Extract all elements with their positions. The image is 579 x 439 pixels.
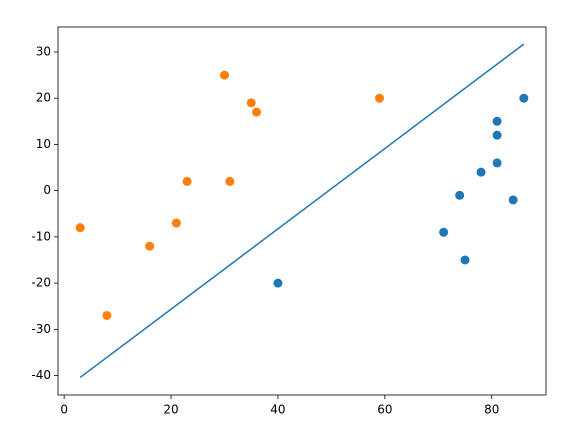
plot-area: [57, 26, 547, 396]
y-tick-label: 0: [43, 183, 51, 197]
x-tick-label: 80: [484, 403, 499, 417]
point: [492, 130, 502, 140]
x-tick-label: 40: [270, 403, 285, 417]
point: [219, 70, 229, 80]
point: [476, 167, 486, 177]
point: [460, 255, 470, 265]
y-tick-label: -20: [31, 276, 51, 290]
y-tick-label: -30: [31, 322, 51, 336]
point: [439, 227, 449, 237]
point: [145, 241, 155, 251]
point: [273, 278, 283, 288]
point: [182, 176, 192, 186]
y-tick-label: 30: [36, 44, 51, 58]
y-tick-label: -40: [31, 368, 51, 382]
point: [508, 195, 518, 205]
x-tick-label: 0: [60, 403, 68, 417]
point: [492, 116, 502, 126]
y-tick-label: 20: [36, 91, 51, 105]
fit-line: [79, 43, 525, 379]
point: [519, 93, 529, 103]
point: [375, 93, 385, 103]
point: [225, 176, 235, 186]
point: [246, 98, 256, 108]
x-tick-label: 20: [163, 403, 178, 417]
y-tick-label: -10: [31, 229, 51, 243]
point: [252, 107, 262, 117]
x-tick-label: 60: [377, 403, 392, 417]
point: [102, 310, 112, 320]
point: [171, 218, 181, 228]
point: [75, 223, 85, 233]
y-tick-label: 10: [36, 137, 51, 151]
point: [455, 190, 465, 200]
point: [492, 158, 502, 168]
